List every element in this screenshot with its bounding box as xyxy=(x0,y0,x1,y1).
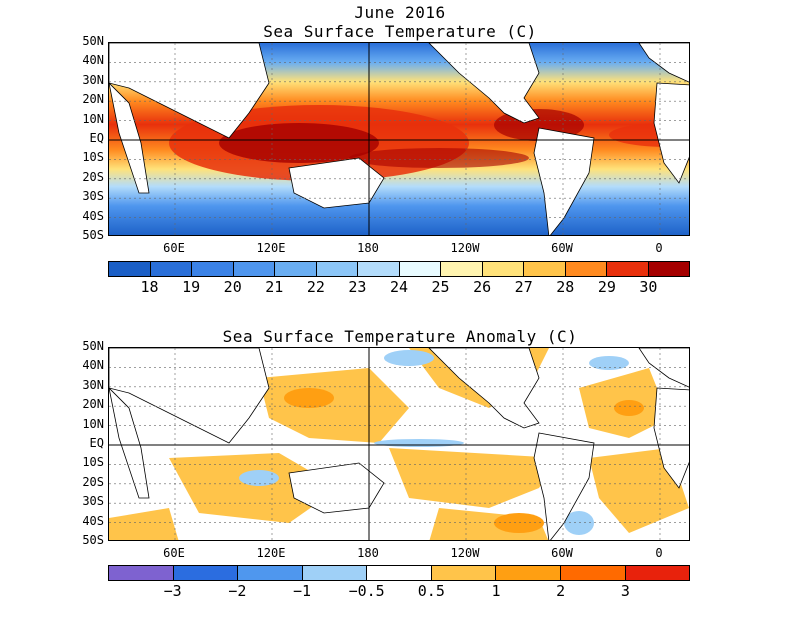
lon-label: 120E xyxy=(256,241,286,255)
west-africa-landmass xyxy=(653,82,689,184)
lon-label: 120E xyxy=(256,546,286,560)
lat-label: 30N xyxy=(82,72,104,87)
asia-landmass xyxy=(109,43,270,139)
colorbar-tick-label: 22 xyxy=(306,278,325,296)
colorbar-tick-label: −1 xyxy=(292,582,312,600)
colorbar-cell xyxy=(560,566,626,580)
colorbar-cell xyxy=(648,262,689,276)
colorbar-cell xyxy=(367,566,432,580)
colorbar-cell xyxy=(109,262,151,276)
lat-label: 50N xyxy=(82,339,104,353)
lon-label: 0 xyxy=(655,241,663,255)
lon-label: 60W xyxy=(551,241,573,255)
warm-pool-core xyxy=(219,123,379,163)
lat-label: 20S xyxy=(82,169,104,184)
lat-label: 40S xyxy=(82,208,104,223)
colorbar-tick-label: 26 xyxy=(473,278,492,296)
lat-label: 50S xyxy=(82,533,104,547)
colorbar-cell xyxy=(482,262,524,276)
colorbar-cell xyxy=(399,262,441,276)
colorbar-tick-label: 24 xyxy=(389,278,409,296)
colorbar-tick-label: 1 xyxy=(491,582,501,600)
sst-map-canvas xyxy=(109,43,689,235)
page-title: June 2016 xyxy=(354,3,446,22)
colorbar-cell xyxy=(302,566,368,580)
colorbar-cell xyxy=(496,566,561,580)
lat-label: 40N xyxy=(82,358,104,373)
lat-label: 10S xyxy=(82,455,104,470)
lat-label: 40S xyxy=(82,513,104,528)
north-america-landmass xyxy=(428,43,540,124)
colorbar-tick-label: −3 xyxy=(163,582,182,600)
colorbar-tick-label: 27 xyxy=(514,278,533,296)
colorbar-tick-label: 29 xyxy=(597,278,616,296)
colorbar-tick-label: 18 xyxy=(140,278,159,296)
lat-label: EQ xyxy=(89,131,104,145)
colorbar-tick-label: 25 xyxy=(431,278,450,296)
colorbar-tick-label: 21 xyxy=(265,278,284,296)
lat-label: 30S xyxy=(82,189,104,204)
lat-label: 20N xyxy=(82,397,104,412)
anomaly-map-title: Sea Surface Temperature Anomaly (C) xyxy=(222,327,578,346)
land-masses xyxy=(109,43,689,235)
lat-label: 30S xyxy=(82,494,104,509)
colorbar-cell xyxy=(192,262,234,276)
lon-label: 180 xyxy=(357,546,379,560)
colorbar-tick-label: 30 xyxy=(639,278,658,296)
colorbar-cell xyxy=(233,262,275,276)
sst-colorbar xyxy=(108,261,690,277)
lat-label: 10N xyxy=(82,416,104,431)
colorbar-tick-label: 2 xyxy=(556,582,566,600)
colorbar-cell xyxy=(524,262,566,276)
sst-gridlines xyxy=(109,43,689,235)
colorbar-cell xyxy=(173,566,239,580)
lon-label: 0 xyxy=(655,546,663,560)
colorbar-cell xyxy=(607,262,649,276)
sst-map xyxy=(108,42,690,236)
lat-label: 50N xyxy=(82,34,104,48)
colorbar-cell xyxy=(150,262,192,276)
anomaly-map xyxy=(108,347,690,541)
colorbar-cell xyxy=(109,566,174,580)
cool-anomalies xyxy=(239,350,629,535)
lon-label: 60E xyxy=(163,546,185,560)
colorbar-tick-label: 23 xyxy=(348,278,367,296)
africa-landmass xyxy=(109,82,150,194)
lon-label: 120W xyxy=(450,241,480,255)
colorbar-tick-label: 19 xyxy=(182,278,201,296)
lon-label: 60E xyxy=(163,241,185,255)
lat-label: EQ xyxy=(89,436,104,450)
lat-label: 50S xyxy=(82,228,104,242)
colorbar-tick-label: 0.5 xyxy=(417,582,445,600)
lon-label: 120W xyxy=(450,546,480,560)
colorbar-tick-label: −2 xyxy=(228,582,247,600)
anomaly-map-canvas xyxy=(109,348,689,540)
lat-label: 40N xyxy=(82,53,104,68)
anomaly-land-masses xyxy=(109,348,689,540)
colorbar-tick-label: −0.5 xyxy=(348,582,385,600)
sst-map-title: Sea Surface Temperature (C) xyxy=(263,22,537,41)
colorbar-cell xyxy=(431,566,497,580)
colorbar-tick-label: 3 xyxy=(620,582,630,600)
colorbar-cell xyxy=(441,262,483,276)
lat-label: 10S xyxy=(82,150,104,165)
colorbar-tick-label: 20 xyxy=(223,278,242,296)
lon-label: 180 xyxy=(357,241,379,255)
colorbar-tick-label: 28 xyxy=(556,278,575,296)
colorbar-cell xyxy=(565,262,607,276)
colorbar-cell xyxy=(238,566,303,580)
colorbar-cell xyxy=(358,262,400,276)
colorbar-cell xyxy=(316,262,358,276)
anomaly-gridlines xyxy=(109,348,689,540)
colorbar-cell xyxy=(275,262,317,276)
lat-label: 20N xyxy=(82,92,104,107)
colorbar-cell xyxy=(625,566,690,580)
lat-label: 20S xyxy=(82,474,104,489)
lon-label: 60W xyxy=(551,546,573,560)
spcz-band xyxy=(349,148,529,168)
lat-label: 10N xyxy=(82,111,104,126)
anomaly-colorbar xyxy=(108,565,690,581)
lat-label: 30N xyxy=(82,377,104,392)
strong-warm-anomalies xyxy=(284,388,644,533)
